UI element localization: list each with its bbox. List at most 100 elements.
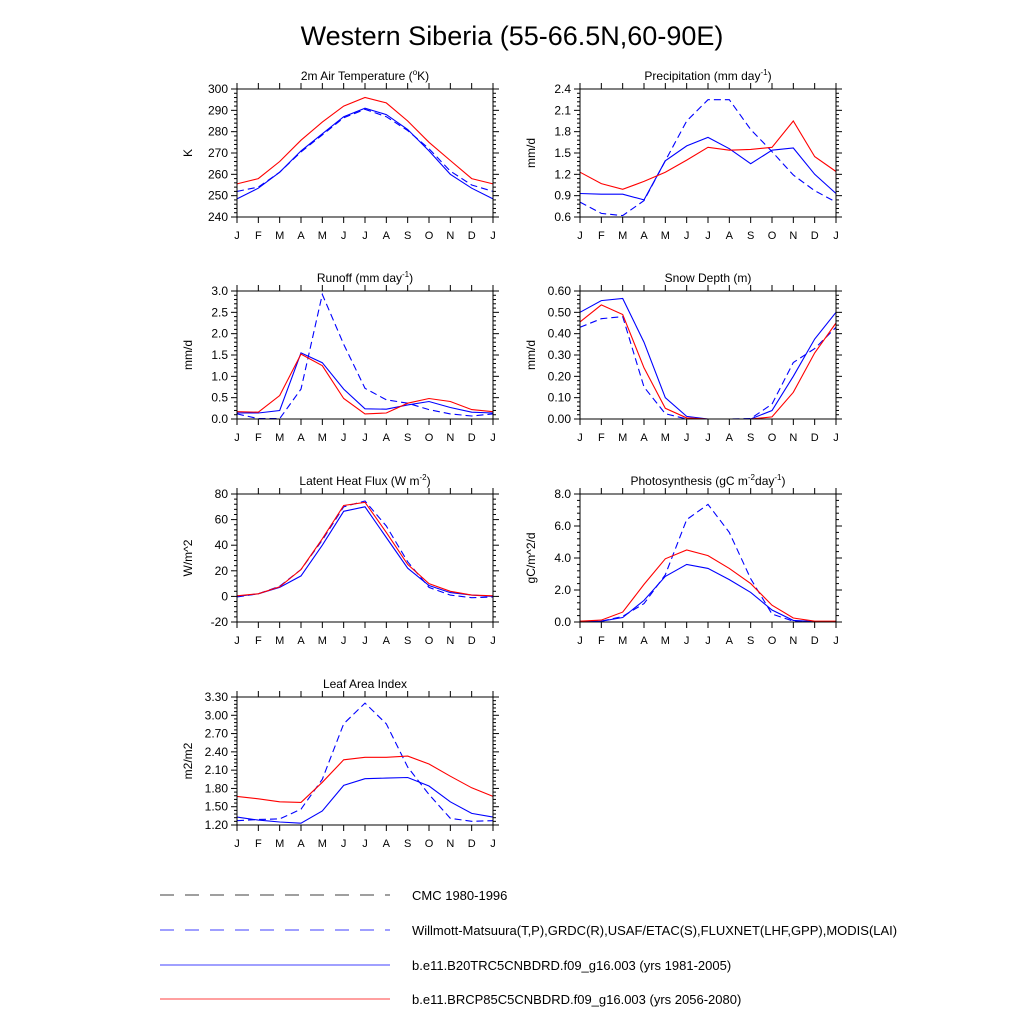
y-tick-label: 1.20 [205,818,229,832]
x-tick-label: A [297,230,305,242]
y-tick-label: 2.10 [205,763,229,777]
x-tick-label: O [425,838,434,850]
x-tick-label: M [618,230,627,242]
y-tick-label: 0.50 [548,305,572,319]
x-tick-label: D [811,432,819,444]
panel-title: Precipitation (mm day-1) [644,68,771,83]
x-tick-label: M [318,432,327,444]
x-tick-label: J [705,635,711,647]
x-tick-label: J [833,230,839,242]
y-tick-label: 0.10 [548,391,572,405]
series-line-obs [579,316,837,420]
y-tick-label: 2.4 [554,82,571,96]
x-tick-label: J [577,635,583,647]
series-line-future [236,755,494,803]
y-tick-label: 3.0 [211,284,228,298]
x-tick-label: N [789,432,797,444]
series-line-hist [236,506,494,597]
title-superscript: -2 [748,473,756,482]
title-text: 2m Air Temperature ( [301,69,413,83]
x-tick-label: A [383,838,391,850]
x-tick-label: F [598,432,605,444]
legend-label: Willmott-Matsuura(T,P),GRDC(R),USAF/ETAC… [412,923,897,938]
x-tick-label: D [468,230,476,242]
x-tick-label: J [234,635,240,647]
y-tick-label: 0 [221,589,228,603]
x-tick-label: J [341,838,347,850]
y-tick-label: 60 [215,513,229,527]
x-tick-label: M [661,432,670,444]
title-text: ) [768,69,772,83]
x-tick-label: S [404,432,411,444]
panel-3: Runoff (mm day-1) mm/d J F M A M J J A S O N D J 0.0 0.5… [181,270,499,444]
x-tick-label: J [234,838,240,850]
series-line-hist [579,563,837,623]
x-tick-label: J [341,635,347,647]
x-tick-label: A [297,635,305,647]
y-tick-label: 2.0 [211,327,228,341]
plot-frame [579,290,837,420]
x-tick-label: J [234,230,240,242]
x-tick-label: S [404,838,411,850]
series-line-hist [236,776,494,824]
y-tick-label: 2.40 [205,745,229,759]
x-tick-label: J [362,838,368,850]
title-text: day [755,474,774,488]
x-tick-label: J [234,432,240,444]
series-line-obs [236,702,494,822]
x-tick-label: D [811,230,819,242]
panel-2: Precipitation (mm day-1) mm/d J F M A M J J A S O N D… [524,68,842,242]
x-tick-label: S [747,432,754,444]
title-text: Latent Heat Flux (W m [299,474,419,488]
x-tick-label: M [318,635,327,647]
x-tick-label: S [404,230,411,242]
title-superscript: o [413,68,418,77]
x-tick-label: O [425,230,434,242]
y-tick-label: 260 [208,167,228,181]
x-tick-label: D [468,432,476,444]
y-tick-label: 0.6 [554,210,571,224]
legend-label: b.e11.BRCP85C5CNBDRD.f09_g16.003 (yrs 20… [412,992,741,1007]
y-tick-label: 40 [215,538,229,552]
title-text: ) [782,474,786,488]
panel-title: Photosynthesis (gC m-2day-1) [631,473,786,488]
y-tick-label: 300 [208,82,228,96]
x-tick-label: J [341,432,347,444]
x-tick-label: J [833,432,839,444]
x-tick-label: F [598,230,605,242]
title-superscript: -1 [760,68,768,77]
x-tick-label: N [446,230,454,242]
x-tick-label: F [255,838,262,850]
y-tick-label: 0.0 [554,615,571,629]
x-tick-label: A [297,432,305,444]
plot-frame [236,290,494,420]
y-tick-label: 1.2 [554,167,571,181]
x-tick-label: M [318,838,327,850]
y-tick-label: 1.80 [205,781,229,795]
y-tick-label: 1.5 [211,348,228,362]
x-tick-label: A [640,635,648,647]
series-line-obs [579,99,837,217]
x-tick-label: F [598,635,605,647]
y-tick-label: 0.30 [548,348,572,362]
series-line-future [579,120,837,190]
x-tick-label: A [297,838,305,850]
y-tick-label: 0.5 [211,391,228,405]
plot-frame [579,493,837,623]
x-tick-label: J [577,230,583,242]
y-tick-label: -20 [211,615,229,629]
title-text: ) [427,474,431,488]
x-tick-label: D [468,635,476,647]
x-tick-label: S [747,230,754,242]
x-tick-label: A [383,230,391,242]
x-tick-label: J [341,230,347,242]
series-line-obs [236,292,494,420]
series-line-obs [236,108,494,192]
panel-title: 2m Air Temperature (oK) [301,68,429,83]
x-tick-label: S [404,635,411,647]
title-text: Photosynthesis (gC m [631,474,748,488]
x-tick-label: O [425,432,434,444]
plot-frame [236,493,494,623]
plot-frame [579,88,837,218]
